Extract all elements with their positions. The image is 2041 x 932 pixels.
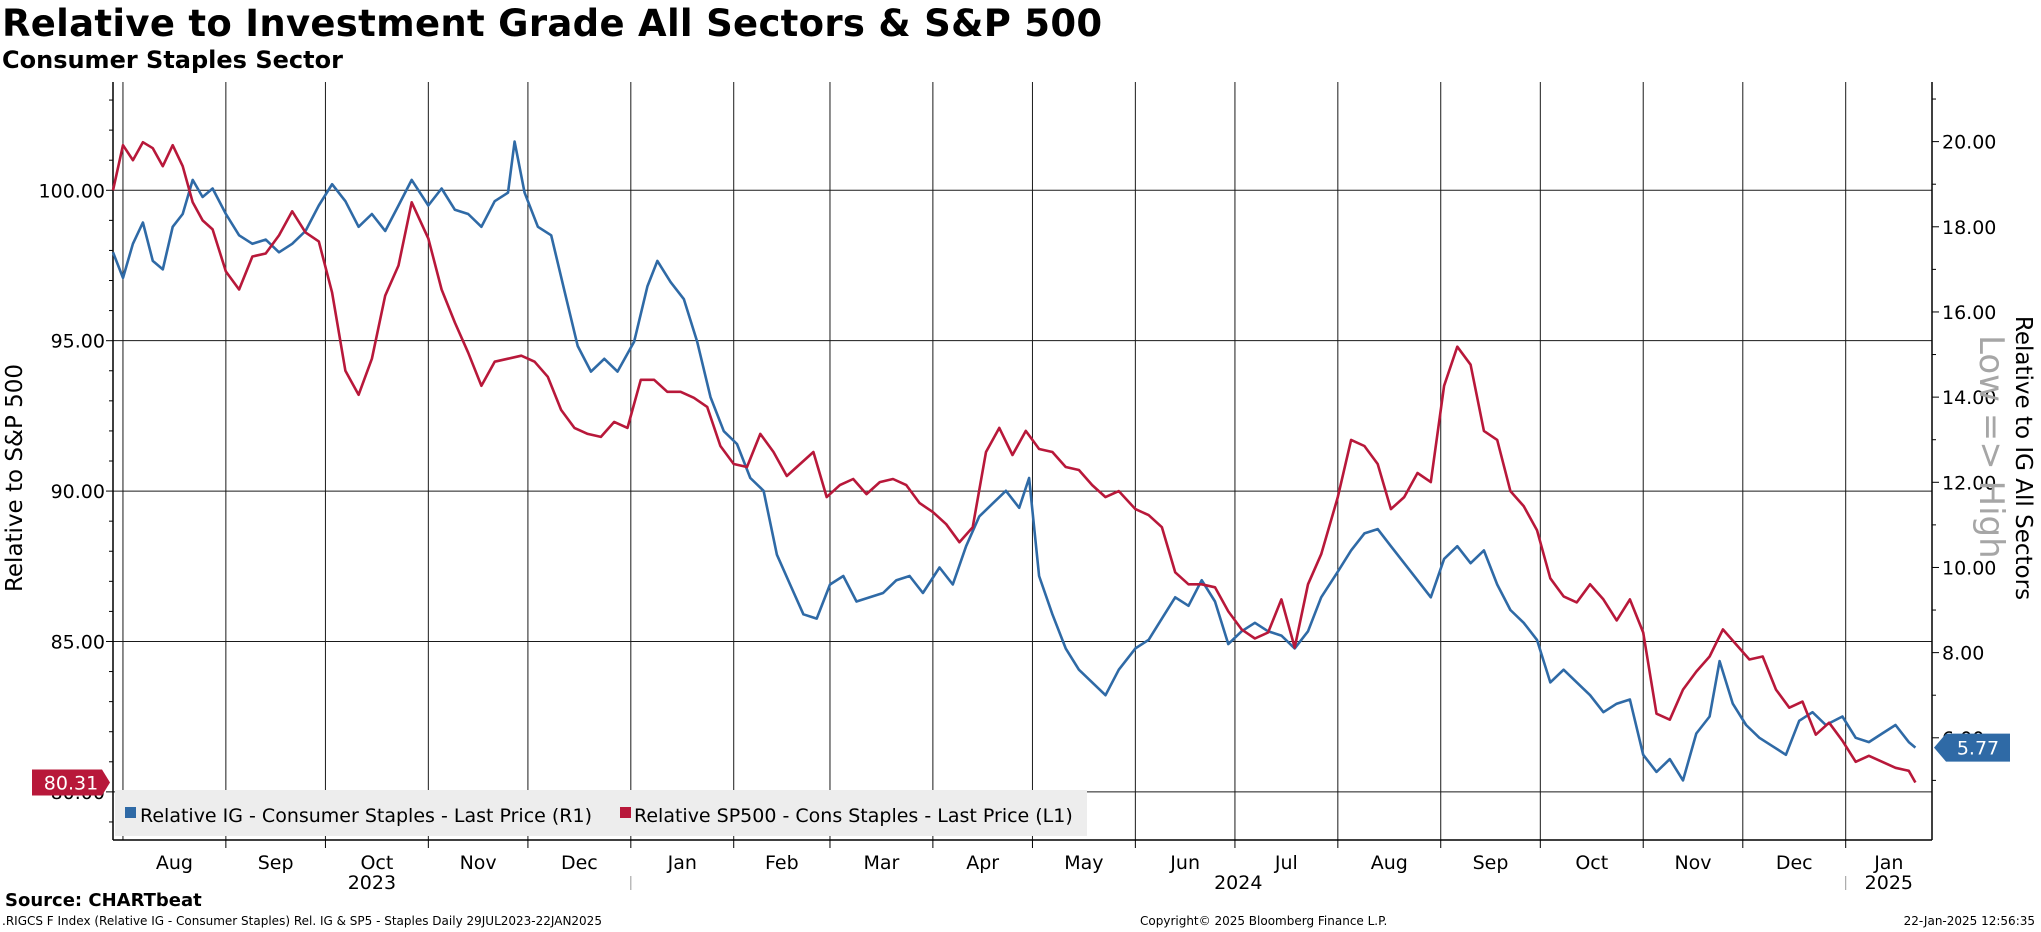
right-tick-label: 20.00 <box>1942 132 1996 154</box>
month-label: Feb <box>765 852 799 874</box>
year-label: 2023 <box>348 872 396 890</box>
series-line-relative-sp500 <box>111 140 1917 784</box>
month-label: Nov <box>1674 852 1711 874</box>
copyright: Copyright© 2025 Bloomberg Finance L.P. <box>1140 914 1388 928</box>
month-label: Sep <box>258 852 294 874</box>
left-tick-label: 90.00 <box>51 481 105 503</box>
month-label: Jan <box>667 852 697 874</box>
source-note: Source: CHARTbeat <box>5 890 202 911</box>
month-label: Nov <box>460 852 497 874</box>
year-label: 2025 <box>1865 872 1913 890</box>
month-label: Aug <box>1371 852 1408 874</box>
month-label: May <box>1064 852 1103 874</box>
month-label: Sep <box>1473 852 1509 874</box>
month-label: Oct <box>360 852 393 874</box>
year-label: 2024 <box>1214 872 1262 890</box>
gridlines <box>113 82 1932 840</box>
last-value-ig: 5.77 <box>1957 738 1999 760</box>
month-label: Apr <box>966 852 999 874</box>
month-label: Dec <box>1776 852 1813 874</box>
left-axis-label: Relative to S&P 500 <box>2 364 28 592</box>
month-label: Jan <box>1873 852 1903 874</box>
last-value-tags: 5.77 80.31 <box>32 733 2010 796</box>
right-tick-label: 16.00 <box>1942 302 1996 324</box>
legend-label-ig: Relative IG - Consumer Staples - Last Pr… <box>140 805 592 827</box>
right-axis-label: Relative to IG All Sectors <box>2010 316 2036 600</box>
last-value-tag-ig <box>1934 733 2010 762</box>
right-tick-label: 12.00 <box>1942 472 1996 494</box>
legend-label-sp500: Relative SP500 - Cons Staples - Last Pri… <box>634 805 1073 827</box>
plot-frame <box>112 82 1933 841</box>
last-value-tag-sp500 <box>32 769 110 796</box>
index-description: .RIGCS F Index (Relative IG - Consumer S… <box>2 914 602 928</box>
left-tick-label: 100.00 <box>39 180 105 202</box>
series-line-relative-ig <box>111 140 1917 782</box>
x-axis: Aug Sep Oct Nov Dec Jan Feb Mar Apr May Jun Jul Aug S… <box>156 840 1913 890</box>
right-tick-label: 8.00 <box>1942 643 1984 665</box>
right-tick-label: 14.00 <box>1942 387 1996 409</box>
right-tick-label: 10.00 <box>1942 557 1996 579</box>
month-label: Aug <box>156 852 193 874</box>
month-label: Dec <box>561 852 598 874</box>
timestamp: 22-Jan-2025 12:56:35 <box>1903 914 2035 928</box>
chart-subtitle: Consumer Staples Sector <box>2 46 343 74</box>
left-tick-label: 95.00 <box>51 331 105 353</box>
legend-box <box>115 790 1087 836</box>
month-label: Mar <box>863 852 899 874</box>
legend-swatch-sp500 <box>620 807 631 818</box>
legend: Relative IG - Consumer Staples - Last Pr… <box>115 790 1087 836</box>
low-high-annotation: Low => High <box>1971 335 2011 559</box>
month-label: Oct <box>1575 852 1608 874</box>
left-tick-label: 85.00 <box>51 631 105 653</box>
right-tick-label: 18.00 <box>1942 217 1996 239</box>
legend-swatch-ig <box>125 807 136 818</box>
month-label: Jun <box>1169 852 1200 874</box>
chart-title: Relative to Investment Grade All Sectors… <box>2 2 1103 45</box>
series-layer <box>111 140 1917 784</box>
month-label: Jul <box>1274 852 1298 874</box>
last-value-sp500: 80.31 <box>44 773 98 795</box>
